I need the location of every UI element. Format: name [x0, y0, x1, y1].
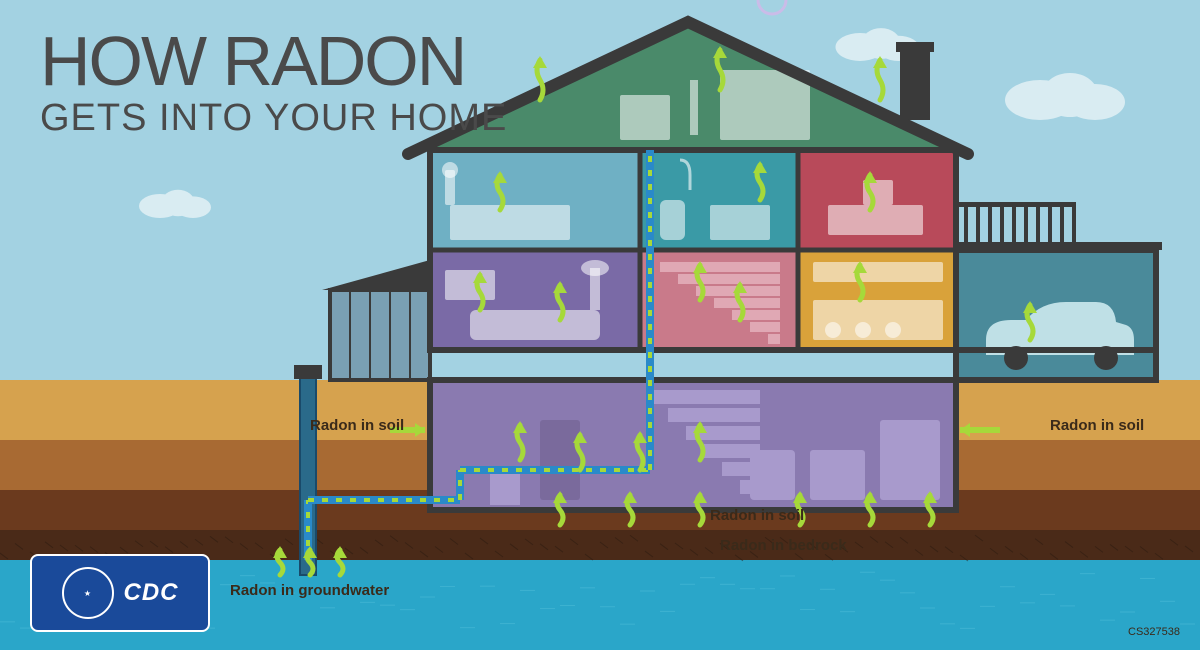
sunroom	[330, 290, 430, 380]
chimney-icon	[900, 50, 930, 120]
title-sub: GETS INTO YOUR HOME	[40, 97, 507, 140]
title-block: HOW RADON GETS INTO YOUR HOME	[40, 30, 507, 140]
cdc-badge: ★ CDC	[30, 554, 210, 632]
publication-id: CS327538	[1128, 626, 1180, 638]
label-groundwater: Radon in groundwater	[230, 582, 389, 599]
hhs-seal-icon: ★	[62, 567, 114, 619]
title-main: HOW RADON	[40, 30, 507, 93]
label-soil-bottom: Radon in soil	[710, 507, 804, 524]
label-bedrock: Radon in bedrock	[720, 537, 847, 554]
furnace-icon	[540, 420, 580, 500]
label-soil-left: Radon in soil	[310, 417, 404, 434]
label-soil-right: Radon in soil	[1050, 417, 1144, 434]
cdc-logo-text: CDC	[124, 579, 179, 607]
